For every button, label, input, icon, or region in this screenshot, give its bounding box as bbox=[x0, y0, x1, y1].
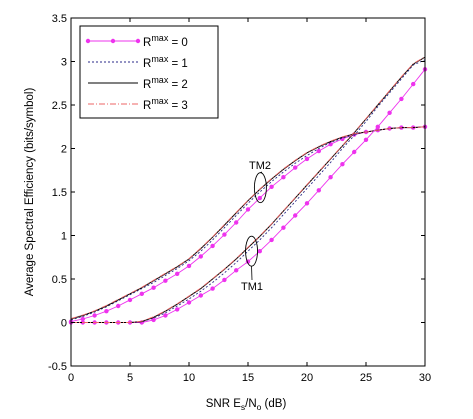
data-point-tm1 bbox=[269, 237, 274, 243]
annotation-label: TM2 bbox=[249, 160, 271, 172]
data-point-tm2 bbox=[198, 254, 203, 259]
data-point-tm2 bbox=[304, 156, 310, 162]
data-point-tm1 bbox=[411, 81, 416, 87]
y-tick-label: 3 bbox=[61, 57, 67, 69]
y-tick-label: 0 bbox=[61, 318, 67, 330]
data-point-tm2 bbox=[234, 220, 239, 225]
data-point-tm2 bbox=[257, 195, 262, 201]
data-point-tm1 bbox=[340, 162, 345, 167]
data-point-tm2 bbox=[127, 297, 133, 303]
data-point-tm2 bbox=[293, 165, 298, 170]
data-point-tm2 bbox=[281, 175, 286, 180]
legend: Rmax = 0 Rmax = 1 Rmax = 2 Rmax = 3 bbox=[79, 25, 219, 119]
data-point-tm1 bbox=[163, 313, 168, 318]
data-point-tm2 bbox=[269, 184, 274, 189]
y-tick-label: 1.5 bbox=[52, 187, 67, 199]
legend-marker bbox=[135, 38, 141, 44]
axes: 0 5 10 15 20 25 30-0.500.511.522.533.5 bbox=[48, 13, 431, 384]
data-point-tm1 bbox=[387, 110, 392, 116]
data-point-tm1 bbox=[257, 249, 262, 254]
y-tick-label: 0.5 bbox=[52, 274, 67, 286]
data-point-tm1 bbox=[352, 149, 357, 155]
legend-marker bbox=[110, 38, 116, 44]
x-tick-label: 15 bbox=[242, 372, 254, 384]
data-point-tm2 bbox=[116, 303, 121, 309]
data-point-tm1 bbox=[198, 293, 203, 298]
x-tick-label: 20 bbox=[301, 372, 313, 384]
legend-label-rmax-0: Rmax = 0 bbox=[143, 33, 188, 49]
data-point-tm2 bbox=[245, 207, 251, 212]
data-point-tm1 bbox=[186, 300, 192, 305]
legend-label-rmax-3: Rmax = 3 bbox=[143, 96, 188, 112]
data-point-tm2 bbox=[210, 243, 215, 249]
legend-label-rmax-1: Rmax = 1 bbox=[143, 54, 188, 70]
legend-label-rmax-2: Rmax = 2 bbox=[143, 75, 188, 91]
x-axis-label: SNR Es/No (dB) bbox=[206, 398, 287, 412]
x-tick-label: 5 bbox=[127, 372, 133, 384]
x-tick-label: 25 bbox=[360, 372, 372, 384]
series-line-tm1-rmax-3 bbox=[71, 56, 426, 323]
data-point-tm1 bbox=[175, 307, 180, 312]
data-point-tm1 bbox=[375, 124, 380, 129]
x-tick-label: 10 bbox=[183, 372, 195, 384]
data-point-tm2 bbox=[175, 271, 180, 276]
data-point-tm1 bbox=[316, 188, 321, 193]
data-point-tm2 bbox=[222, 232, 227, 237]
x-tick-label: 0 bbox=[68, 372, 74, 384]
y-tick-label: 2.5 bbox=[52, 100, 67, 112]
data-point-tm2 bbox=[151, 285, 156, 290]
annotation-leader bbox=[260, 171, 263, 174]
x-tick-label: 30 bbox=[419, 372, 431, 384]
series-line-tm2-rmax-3 bbox=[70, 126, 426, 320]
legend-marker bbox=[85, 38, 91, 44]
data-point-tm1 bbox=[222, 277, 227, 283]
annotation-label: TM1 bbox=[241, 281, 263, 293]
data-point-tm2 bbox=[92, 313, 97, 318]
series-layer bbox=[68, 56, 428, 325]
data-point-tm2 bbox=[139, 291, 144, 296]
data-point-tm2 bbox=[163, 278, 168, 283]
data-point-tm1 bbox=[293, 213, 298, 218]
y-tick-label: 2 bbox=[61, 144, 67, 156]
data-point-tm1 bbox=[328, 175, 333, 180]
data-point-tm1 bbox=[304, 201, 310, 206]
annotations: TM2 TM1 bbox=[241, 160, 271, 293]
data-point-tm1 bbox=[363, 137, 369, 142]
data-point-tm1 bbox=[281, 225, 286, 230]
data-point-tm1 bbox=[399, 96, 404, 102]
data-point-tm2 bbox=[186, 263, 192, 269]
data-point-tm2 bbox=[80, 316, 86, 322]
series-line-tm2-rmax-1 bbox=[70, 126, 426, 321]
data-point-tm1 bbox=[210, 286, 215, 291]
data-point-tm2 bbox=[104, 309, 109, 314]
y-tick-label: -0.5 bbox=[48, 361, 67, 373]
y-tick-label: 1 bbox=[61, 231, 67, 243]
data-point-tm1 bbox=[234, 268, 239, 273]
y-tick-label: 3.5 bbox=[52, 13, 67, 25]
y-axis-label: Average Spectral Efficiency (bits/symbol… bbox=[24, 88, 36, 297]
data-point-tm2 bbox=[316, 148, 321, 154]
